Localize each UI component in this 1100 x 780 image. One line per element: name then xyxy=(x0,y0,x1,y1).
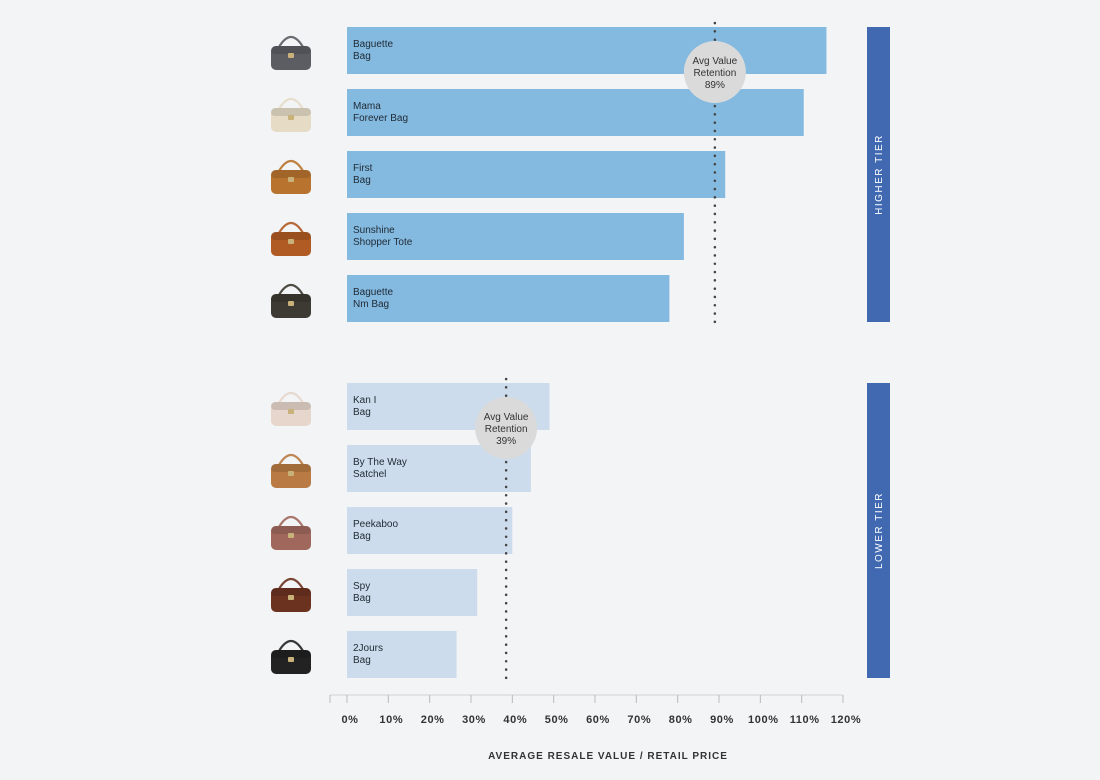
first-bag-icon xyxy=(271,159,311,194)
bar xyxy=(347,27,827,74)
2jours-bag-icon xyxy=(271,639,311,674)
bar-label: 2Jours Bag xyxy=(353,643,383,666)
sunshine-shopper-tote-icon xyxy=(271,221,311,256)
tick-label: 100% xyxy=(748,714,779,726)
bar-label: First Bag xyxy=(353,163,373,186)
tick-label: 80% xyxy=(669,714,693,726)
avg-label: Retention xyxy=(693,68,736,79)
bar-label: Peekaboo Bag xyxy=(353,519,398,542)
bar-label: Kan I Bag xyxy=(353,395,376,418)
avg-bubble xyxy=(683,41,746,103)
bar xyxy=(347,213,684,260)
bar-label: Baguette Bag xyxy=(353,39,393,62)
spy-bag-icon xyxy=(271,577,311,612)
tick-label: 40% xyxy=(503,714,527,726)
avg-bubble xyxy=(475,397,538,459)
avg-value: 39% xyxy=(496,436,516,447)
bar-label: By The Way Satchel xyxy=(353,457,407,480)
tier-band xyxy=(867,383,890,678)
bar-label: Sunshine Shopper Tote xyxy=(353,225,413,248)
bar-label: Spy Bag xyxy=(353,581,371,604)
bar xyxy=(347,631,457,678)
tick-label: 60% xyxy=(586,714,610,726)
avg-label: Avg Value xyxy=(693,56,738,67)
tick-label: 0% xyxy=(341,714,358,726)
tier-group-2: Kan I Bag By The Way Satchel Peekaboo Bag Spy B… xyxy=(271,377,550,681)
tick-label: 90% xyxy=(710,714,734,726)
bar-label: Baguette Nm Bag xyxy=(353,287,393,310)
avg-label: Retention xyxy=(485,424,528,435)
bar-label: Mama Forever Bag xyxy=(353,101,408,124)
bar xyxy=(347,89,804,136)
mama-forever-bag-icon xyxy=(271,97,311,132)
avg-value: 89% xyxy=(705,80,725,91)
tick-label: 110% xyxy=(790,714,820,726)
tick-label: 30% xyxy=(462,714,486,726)
bar xyxy=(347,569,478,616)
peekaboo-bag-icon xyxy=(271,515,311,550)
tick-label: 120% xyxy=(831,714,862,726)
bar xyxy=(347,507,513,554)
tier-band xyxy=(867,27,890,322)
tick-label: 20% xyxy=(421,714,445,726)
avg-label: Avg Value xyxy=(484,412,529,423)
baguette-nm-bag-icon xyxy=(271,283,311,318)
x-axis: 0% 10% 20% 30% 40% 50% 60% 70% 80% 90% 100% 110% 120… xyxy=(329,694,862,726)
baguette-bag-icon xyxy=(271,35,311,70)
tier-label: LOWER TIER xyxy=(874,492,885,569)
bars-layer: Baguette Bag Mama Forever Bag First Bag Sunshi… xyxy=(271,21,827,681)
tier-labels: HIGHER TIER LOWER TIER xyxy=(867,27,890,678)
by-the-way-satchel-icon xyxy=(271,453,311,488)
tick-label: 50% xyxy=(545,714,569,726)
bar xyxy=(347,275,670,322)
tier-group-1: Baguette Bag Mama Forever Bag First Bag Sunshi… xyxy=(271,21,827,325)
x-axis-title: AVERAGE RESALE VALUE / RETAIL PRICE xyxy=(488,751,728,762)
tier-label: HIGHER TIER xyxy=(874,134,885,215)
tick-label: 10% xyxy=(379,714,403,726)
kan-i-bag-icon xyxy=(271,391,311,426)
bar xyxy=(347,151,726,198)
tick-label: 70% xyxy=(627,714,651,726)
